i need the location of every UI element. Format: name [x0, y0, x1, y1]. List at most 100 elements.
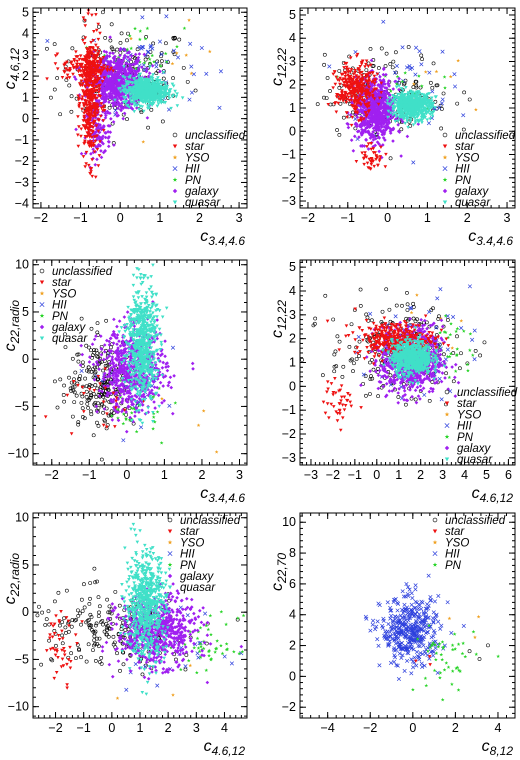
data-point-star: [86, 65, 91, 69]
data-point-star: [96, 68, 101, 72]
data-point-galaxy: [126, 67, 130, 71]
data-point-unclassified: [160, 119, 165, 124]
data-point-star: [95, 61, 100, 65]
data-point-galaxy: [380, 130, 385, 135]
data-point-star: [346, 67, 351, 71]
legend-label: star: [185, 141, 205, 153]
data-point-star: [358, 94, 363, 98]
data-point-yso: [129, 36, 133, 41]
data-point-star: [373, 87, 377, 91]
data-point-star: [87, 59, 92, 63]
legend-entry-quasar: quasar: [172, 197, 221, 209]
data-point-hii: [327, 64, 332, 69]
data-point-quasar: [135, 104, 139, 108]
data-point-star: [91, 47, 95, 51]
data-point-galaxy: [122, 111, 127, 116]
data-point-star: [78, 83, 83, 88]
data-point-star: [326, 103, 331, 107]
data-point-galaxy: [130, 107, 135, 111]
data-point-quasar: [163, 91, 168, 95]
data-point-galaxy: [376, 131, 380, 136]
data-point-galaxy: [373, 90, 377, 94]
data-point-galaxy: [367, 131, 371, 135]
data-point-galaxy: [373, 125, 378, 130]
data-point-galaxy: [120, 81, 124, 86]
data-point-quasar: [401, 97, 406, 101]
data-point-quasar: [421, 93, 426, 97]
data-point-unclassified: [80, 394, 85, 399]
data-point-quasar: [158, 86, 163, 91]
data-point-quasar: [175, 104, 180, 108]
y-tick-label: 5: [289, 8, 296, 22]
data-point-quasar: [132, 85, 136, 90]
data-point-star: [89, 140, 94, 144]
data-point-star: [362, 162, 366, 167]
data-point-pn: [134, 66, 139, 71]
y-axis-label: c12,22: [269, 48, 289, 86]
data-point-star: [65, 76, 69, 80]
data-point-star: [85, 112, 90, 116]
data-point-galaxy: [132, 69, 137, 73]
data-point-galaxy: [373, 99, 377, 104]
data-point-star: [83, 99, 88, 104]
data-point-quasar: [138, 83, 142, 87]
data-point-quasar: [406, 125, 410, 130]
data-point-galaxy: [364, 125, 369, 130]
data-point-hii: [400, 45, 405, 50]
data-point-star: [80, 73, 85, 77]
data-point-star: [353, 86, 357, 91]
data-point-star: [83, 36, 88, 40]
data-point-quasar: [422, 97, 426, 101]
data-point-quasar: [133, 81, 138, 85]
data-point-pn: [143, 36, 148, 41]
data-point-quasar: [148, 65, 152, 69]
legend-entry-hii: HII: [442, 164, 471, 176]
data-point-star: [62, 70, 67, 75]
data-point-galaxy: [357, 135, 361, 139]
data-point-unclassified: [103, 398, 107, 403]
data-point-galaxy: [134, 59, 138, 63]
data-point-star: [345, 97, 349, 102]
data-point-galaxy: [118, 46, 123, 51]
y-tick-label: 3: [22, 48, 29, 62]
data-point-star: [77, 105, 81, 109]
x-tick-label: −1: [341, 211, 355, 225]
data-point-quasar: [406, 92, 411, 96]
data-point-star: [89, 40, 93, 45]
data-point-galaxy: [108, 130, 113, 135]
data-point-galaxy: [391, 126, 396, 131]
data-point-yso: [207, 49, 212, 54]
data-point-unclassified: [159, 59, 164, 64]
data-point-star: [374, 155, 379, 159]
data-point-unclassified: [420, 57, 424, 62]
data-point-galaxy: [369, 58, 374, 63]
data-point-unclassified: [376, 66, 381, 70]
data-point-star: [80, 75, 85, 79]
data-point-quasar: [425, 104, 430, 109]
data-point-hii: [217, 105, 222, 110]
data-point-star: [369, 147, 374, 152]
x-tick-label: 3: [236, 211, 243, 225]
data-point-unclassified: [83, 376, 88, 381]
data-point-galaxy: [117, 75, 122, 80]
data-point-star: [94, 43, 98, 47]
data-point-galaxy: [104, 55, 109, 60]
data-point-unclassified: [55, 405, 60, 410]
data-point-galaxy: [94, 129, 99, 134]
data-point-hii: [218, 69, 223, 74]
data-point-galaxy: [377, 114, 382, 118]
data-point-galaxy: [382, 66, 386, 71]
y-axis-label: c4.6,12: [2, 48, 22, 90]
data-point-unclassified: [89, 393, 93, 398]
data-point-galaxy: [366, 147, 371, 151]
data-point-unclassified: [49, 95, 53, 100]
data-point-unclassified: [89, 326, 94, 331]
data-point-star: [77, 57, 82, 62]
data-point-quasar: [394, 95, 399, 99]
data-point-star: [331, 72, 336, 76]
data-point-quasar: [136, 75, 141, 79]
data-point-quasar: [156, 76, 160, 80]
data-point-galaxy: [371, 138, 376, 142]
data-point-pn: [129, 46, 134, 51]
data-point-quasar: [395, 104, 400, 108]
